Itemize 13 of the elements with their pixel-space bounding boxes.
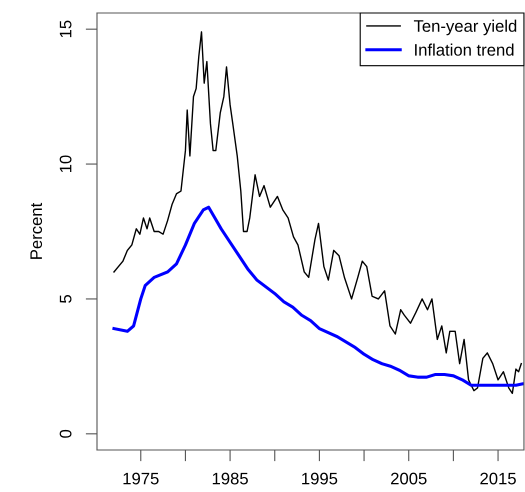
legend-label: Ten-year yield [414,20,516,36]
y-tick-label: 15 [60,20,72,38]
y-tick-label: 5 [60,295,72,303]
legend-label: Inflation trend [415,44,514,56]
x-tick-label: 1975 [124,472,159,484]
y-axis-title: Percent [30,202,42,259]
x-tick-label: 1985 [212,472,248,484]
y-tick-label: 0 [60,430,72,438]
x-tick-label: 2005 [391,472,427,484]
x-tick-label: 2015 [480,472,516,484]
line-series [112,206,524,387]
x-tick-label: 1995 [302,472,338,484]
y-tick-label: 10 [60,155,72,172]
